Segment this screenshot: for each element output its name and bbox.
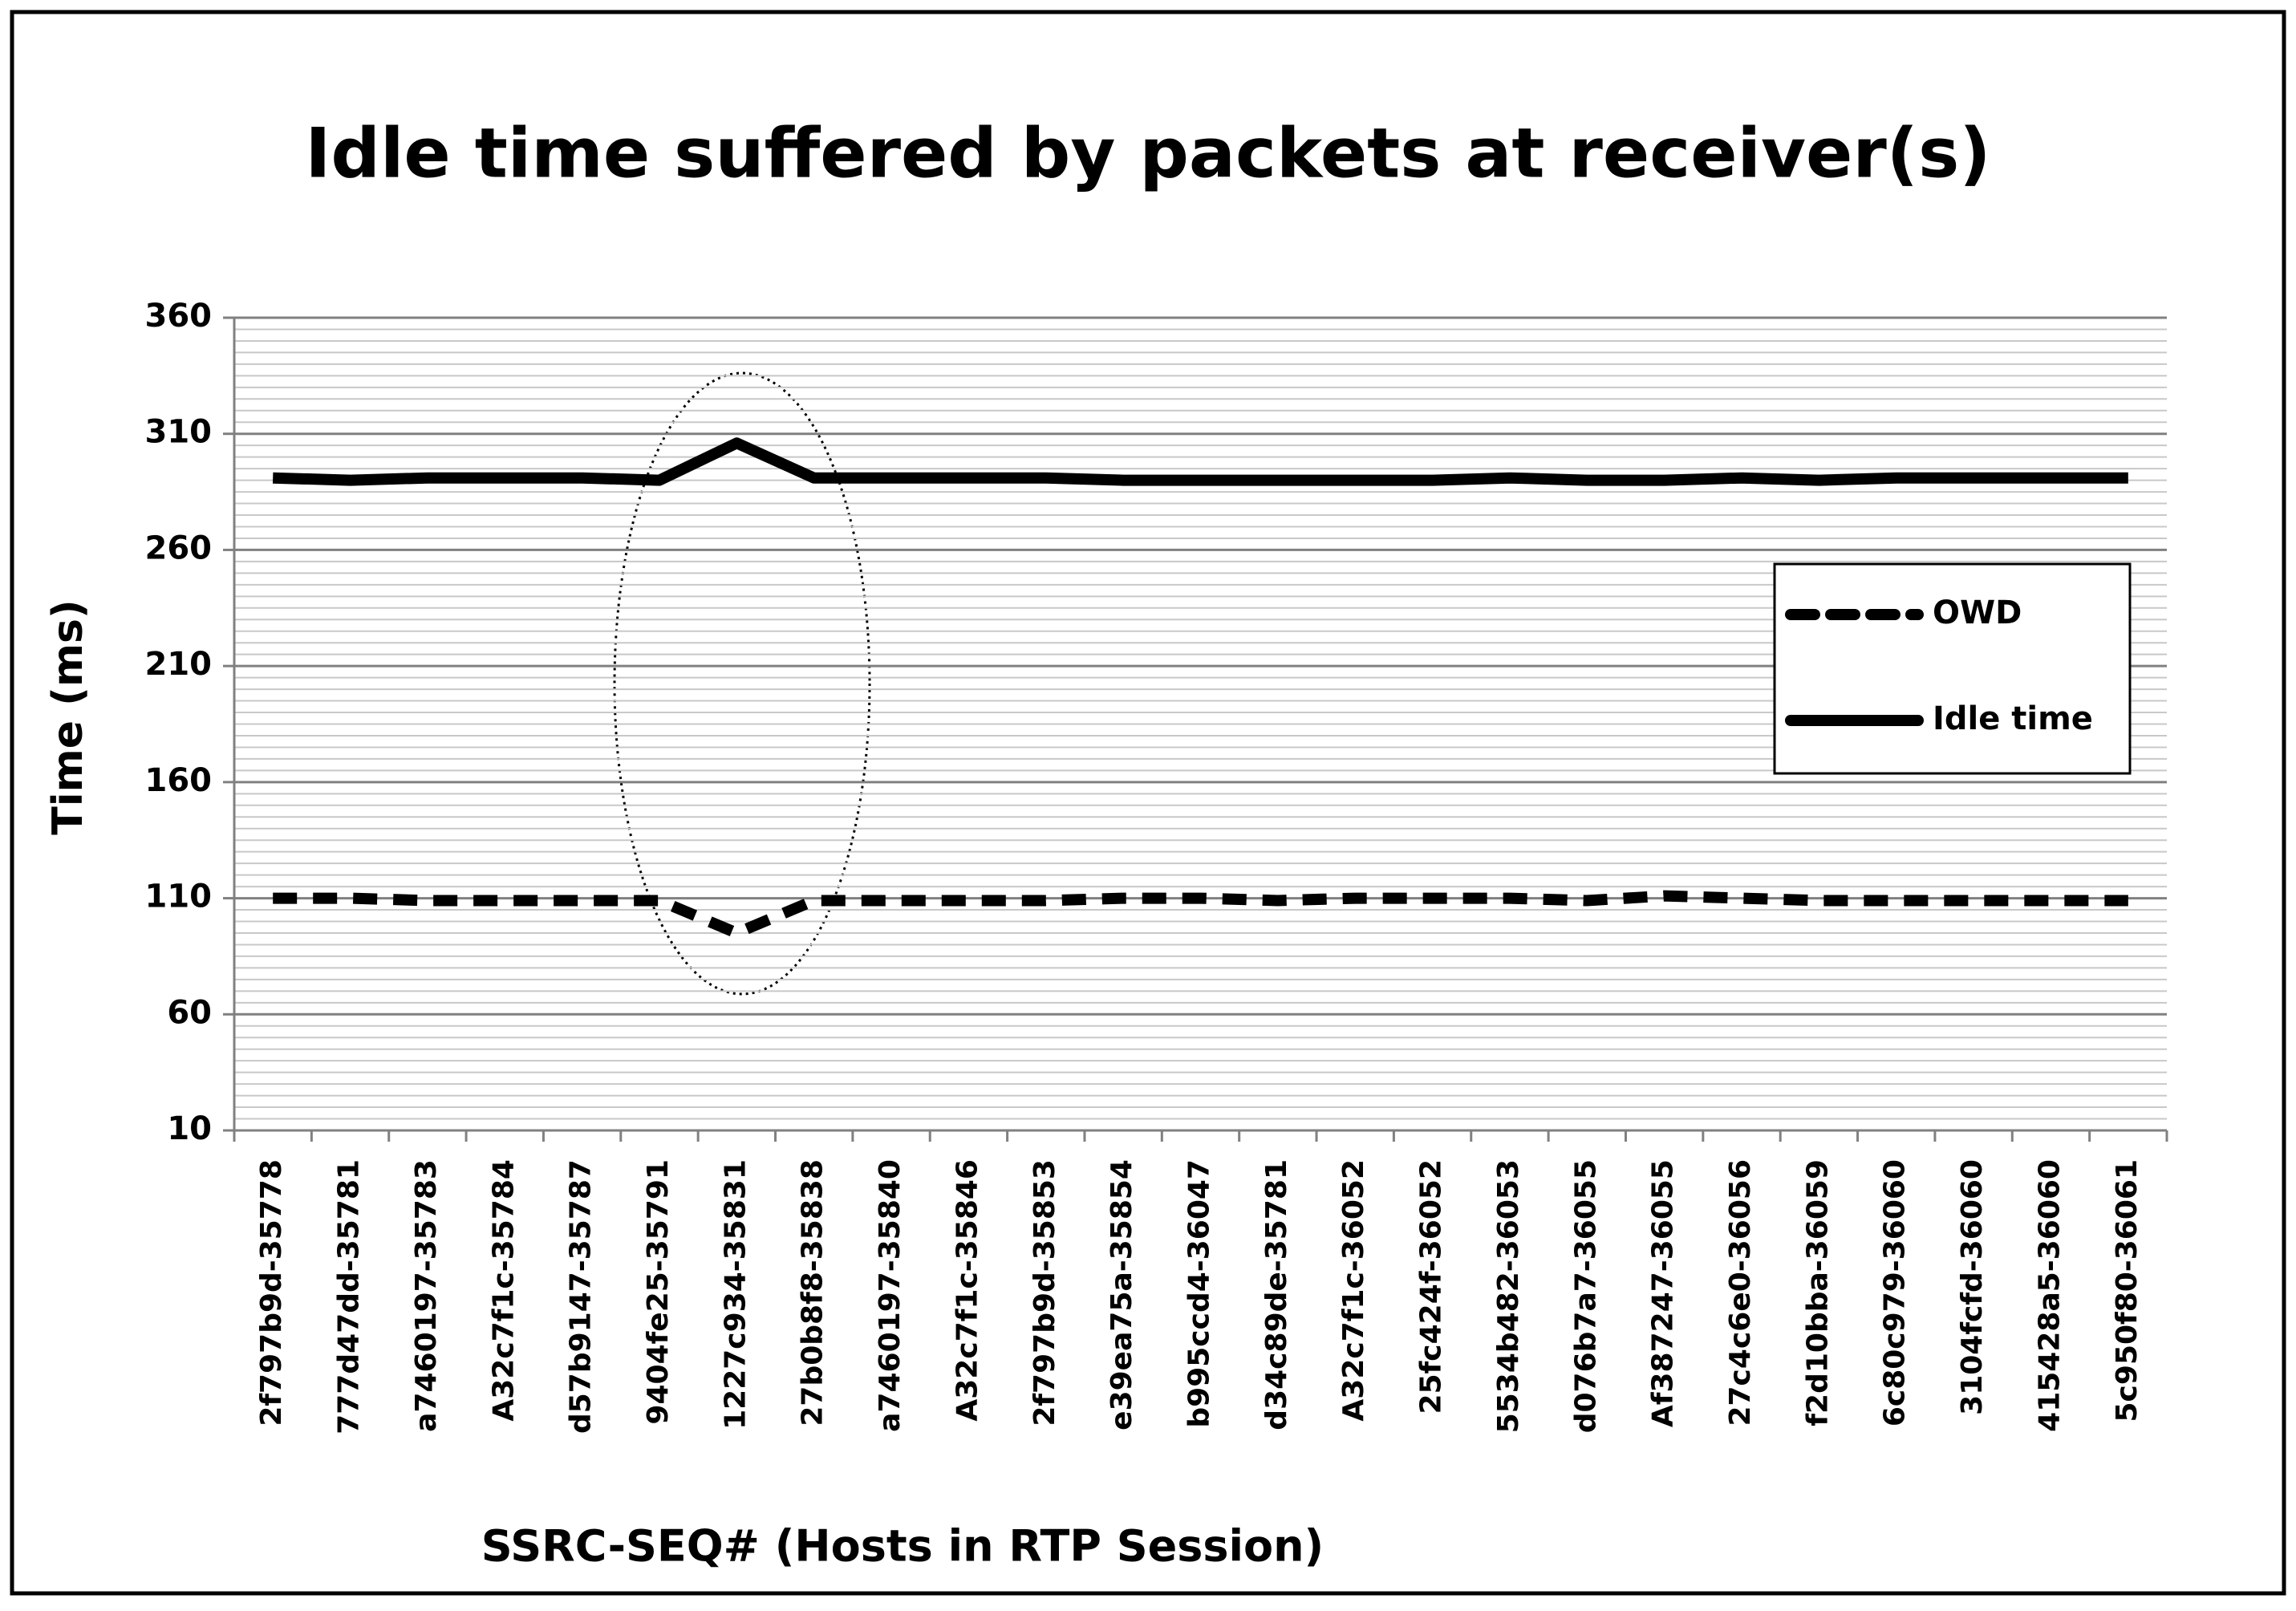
highlight-ellipse bbox=[613, 371, 871, 996]
frame bbox=[10, 10, 2286, 1596]
x-tick-label: A32c7f1c-36052 bbox=[1337, 1159, 1370, 1422]
x-tick-label: 2f797b9d-35853 bbox=[1028, 1159, 1061, 1426]
legend-label: Idle time bbox=[1933, 700, 2093, 737]
x-tick-label: 5534b482-36053 bbox=[1492, 1159, 1525, 1433]
grid bbox=[234, 316, 2167, 1132]
y-tick-label: 60 bbox=[167, 994, 212, 1031]
x-tick-label: 777d47dd-35781 bbox=[333, 1159, 366, 1434]
x-tick-label: e39ea75a-35854 bbox=[1105, 1159, 1138, 1430]
x-axis-title: SSRC-SEQ# (Hosts in RTP Session) bbox=[481, 1521, 1324, 1572]
y-tick-label: 110 bbox=[145, 879, 213, 915]
x-tick-label: b995ccd4-36047 bbox=[1183, 1159, 1216, 1428]
x-tick-label: 3104fcfd-36060 bbox=[1956, 1159, 1989, 1415]
x-tick-label: 5c950f80-36061 bbox=[2111, 1159, 2144, 1422]
x-tick-label: A32c7f1c-35784 bbox=[487, 1159, 520, 1422]
x-tick-label: 1227c934-35831 bbox=[719, 1159, 752, 1430]
x-tick-label: 27c4c6e0-36056 bbox=[1724, 1159, 1757, 1426]
x-tick-label: 6c80c979-36060 bbox=[1879, 1159, 1912, 1426]
y-tick-label: 260 bbox=[145, 530, 213, 566]
x-tick-label: 27b0b8f8-35838 bbox=[797, 1159, 830, 1426]
legend: OWD Idle time bbox=[1773, 562, 2132, 775]
x-tick-label: 25fc424f-36052 bbox=[1415, 1159, 1448, 1414]
series-line bbox=[272, 437, 2128, 486]
y-tick-label: 160 bbox=[145, 762, 213, 799]
legend-box bbox=[1773, 562, 2132, 775]
x-tick-label: f2d10bba-36059 bbox=[1801, 1159, 1834, 1426]
x-tick-label: d076b7a7-36055 bbox=[1569, 1159, 1602, 1433]
y-axis-title: Time (ms) bbox=[44, 599, 92, 835]
x-tick-label: Af387247-36055 bbox=[1647, 1159, 1680, 1427]
x-tick-label: 9404fe25-35791 bbox=[642, 1159, 675, 1425]
chart-title: Idle time suffered by packets at receive… bbox=[305, 113, 1990, 193]
x-tick-label: a7460197-35840 bbox=[874, 1159, 907, 1432]
y-tick-label: 10 bbox=[167, 1110, 212, 1147]
x-tick-label: 415428a5-36060 bbox=[2033, 1159, 2066, 1432]
x-tick-label: A32c7f1c-35846 bbox=[951, 1159, 984, 1422]
x-tick-label: d57b9147-35787 bbox=[565, 1159, 598, 1434]
series-line bbox=[273, 890, 2128, 939]
x-tick-label: 2f797b9d-35778 bbox=[255, 1159, 288, 1426]
y-tick-label: 360 bbox=[145, 298, 213, 335]
legend-label: OWD bbox=[1933, 594, 2022, 631]
y-tick-label: 210 bbox=[145, 646, 213, 683]
x-tick-label: a7460197-35783 bbox=[410, 1159, 443, 1432]
x-tick-label: d34c89de-35781 bbox=[1260, 1159, 1293, 1430]
y-tick-label: 310 bbox=[145, 414, 213, 451]
